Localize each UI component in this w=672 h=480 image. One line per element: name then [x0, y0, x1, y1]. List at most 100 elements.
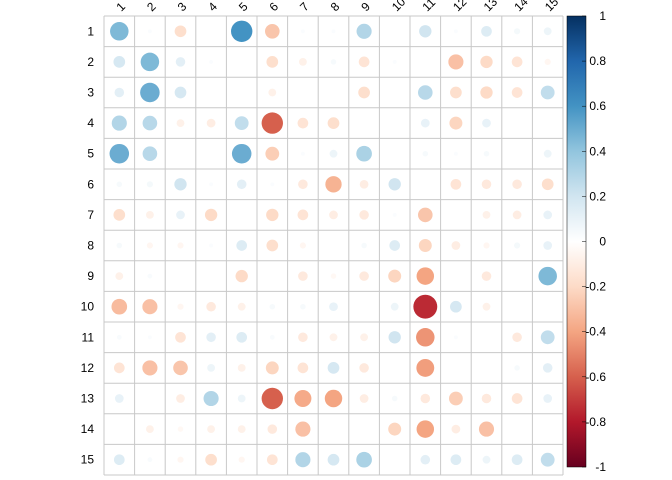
grid	[103, 15, 564, 476]
cell-circle-r15-c8	[327, 453, 340, 466]
cell-circle-r8-c9	[361, 242, 367, 249]
cell-circle-r15-c12	[450, 454, 462, 466]
cell-circle-r4-c6	[261, 112, 283, 134]
cell-circle-r1-c7	[300, 29, 305, 34]
cell-circle-r13-c1	[114, 394, 124, 403]
cell-circle-r8-c11	[418, 239, 432, 252]
cell-circle-r6-c15	[541, 178, 554, 191]
cell-circle-r2-c14	[511, 56, 523, 68]
cell-circle-r13-c12	[449, 391, 463, 406]
col-label: 7	[297, 0, 312, 14]
cell-circle-r7-c1	[113, 209, 126, 221]
cell-circle-r6-c1	[116, 181, 123, 188]
row-label: 4	[87, 116, 94, 130]
cell-circle-r5-c7	[300, 151, 305, 156]
cell-circle-r12-c9	[359, 363, 369, 373]
cell-circle-r10-c6	[269, 303, 276, 310]
cell-circle-r5-c11	[422, 150, 429, 157]
cell-circle-r11-c15	[540, 330, 555, 345]
cell-circle-r2-c8	[330, 59, 337, 65]
row-label: 7	[87, 208, 94, 222]
cell-circle-r8-c5	[236, 240, 248, 251]
cell-circle-r11-c7	[298, 332, 308, 343]
row-label: 13	[81, 392, 95, 406]
cell-circle-r11-c14	[512, 332, 522, 343]
row-label: 2	[87, 55, 94, 69]
cell-circle-r15-c11	[420, 454, 431, 465]
cell-circle-r7-c11	[418, 207, 433, 223]
cell-circle-r11-c12	[453, 335, 458, 340]
cell-circle-r5-c1	[109, 143, 130, 164]
cell-circle-r5-c12	[453, 151, 458, 156]
cell-circle-r2-c1	[113, 56, 126, 68]
cell-circle-r6-c14	[512, 179, 522, 190]
cell-circle-r4-c13	[482, 118, 491, 128]
cell-circle-r3-c15	[540, 85, 555, 100]
cell-circle-r7-c8	[329, 210, 338, 220]
col-label: 8	[328, 0, 343, 14]
cell-circle-r7-c6	[266, 208, 279, 222]
cell-circle-r8-c7	[299, 242, 306, 249]
cell-circle-r1-c12	[453, 29, 458, 34]
cell-circle-r8-c13	[483, 242, 490, 249]
colorbar-tick-label: -0.4	[585, 325, 606, 339]
cell-circle-r10-c12	[450, 300, 462, 313]
row-label: 5	[87, 147, 94, 161]
colorbar-tick-label: 1	[599, 9, 606, 23]
cell-circle-r1-c1	[110, 22, 129, 41]
cell-circle-r6-c9	[359, 179, 369, 189]
colorbar-tick-label: -0.8	[585, 415, 606, 429]
cell-circle-r5-c6	[265, 146, 280, 161]
cell-circle-r6-c13	[481, 179, 492, 190]
col-label: 1	[114, 0, 129, 14]
cell-circle-r15-c7	[295, 452, 311, 468]
cell-circle-r14-c7	[295, 421, 311, 437]
colorbar-tick-label: 0.2	[589, 189, 606, 203]
col-label: 6	[267, 0, 282, 14]
cell-circle-r7-c9	[359, 210, 369, 220]
row-label: 1	[87, 24, 94, 38]
row-label: 3	[87, 86, 94, 100]
cell-circle-r1-c11	[419, 25, 432, 38]
cell-circle-r1-c8	[331, 29, 336, 34]
cell-circle-r11-c9	[360, 333, 368, 342]
cell-circle-r7-c7	[297, 209, 309, 221]
cell-circle-r14-c3	[177, 426, 184, 432]
cell-circle-r13-c7	[294, 389, 312, 408]
cell-circle-r3-c9	[358, 86, 370, 99]
cell-circle-r6-c7	[298, 179, 308, 190]
cell-circle-r13-c4	[203, 390, 219, 407]
col-label: 11	[420, 0, 439, 14]
col-label: 13	[481, 0, 501, 14]
col-label: 3	[175, 0, 190, 14]
cell-circle-r14-c4	[207, 425, 216, 433]
cell-circle-r4-c2	[142, 115, 158, 131]
cell-circle-r11-c4	[206, 332, 216, 343]
cell-circle-r2-c10	[392, 59, 397, 64]
cell-circle-r5-c9	[356, 145, 372, 162]
cell-circle-r6-c5	[236, 179, 247, 190]
cell-circle-r2-c7	[299, 58, 307, 66]
cell-circle-r11-c10	[388, 331, 401, 344]
cell-circle-r6-c12	[450, 178, 462, 190]
cell-circle-r6-c10	[388, 178, 401, 191]
cell-circle-r11-c3	[175, 331, 186, 343]
cell-circle-r3-c3	[174, 86, 187, 99]
cell-circle-r10-c3	[177, 303, 184, 310]
cell-circle-r15-c15	[540, 452, 555, 467]
cell-circle-r15-c3	[177, 456, 184, 463]
cell-circle-r14-c13	[478, 421, 495, 437]
column-labels: 1 2 3 4 5 6 7 8 9 10 11 12 13 14 15	[114, 0, 562, 14]
cell-circle-r15-c14	[511, 454, 523, 466]
row-label: 10	[81, 300, 95, 314]
cell-circle-r5-c15	[543, 149, 552, 158]
cell-circle-r9-c11	[416, 267, 435, 285]
col-label: 10	[389, 0, 409, 14]
cell-circle-r6-c3	[174, 178, 187, 191]
cell-circle-r2-c13	[480, 55, 493, 69]
cell-circle-r8-c14	[514, 242, 521, 249]
cell-circle-r6-c2	[146, 181, 153, 188]
colorbar-tick-label: -0.2	[585, 280, 606, 294]
cell-circle-r14-c6	[267, 424, 278, 434]
